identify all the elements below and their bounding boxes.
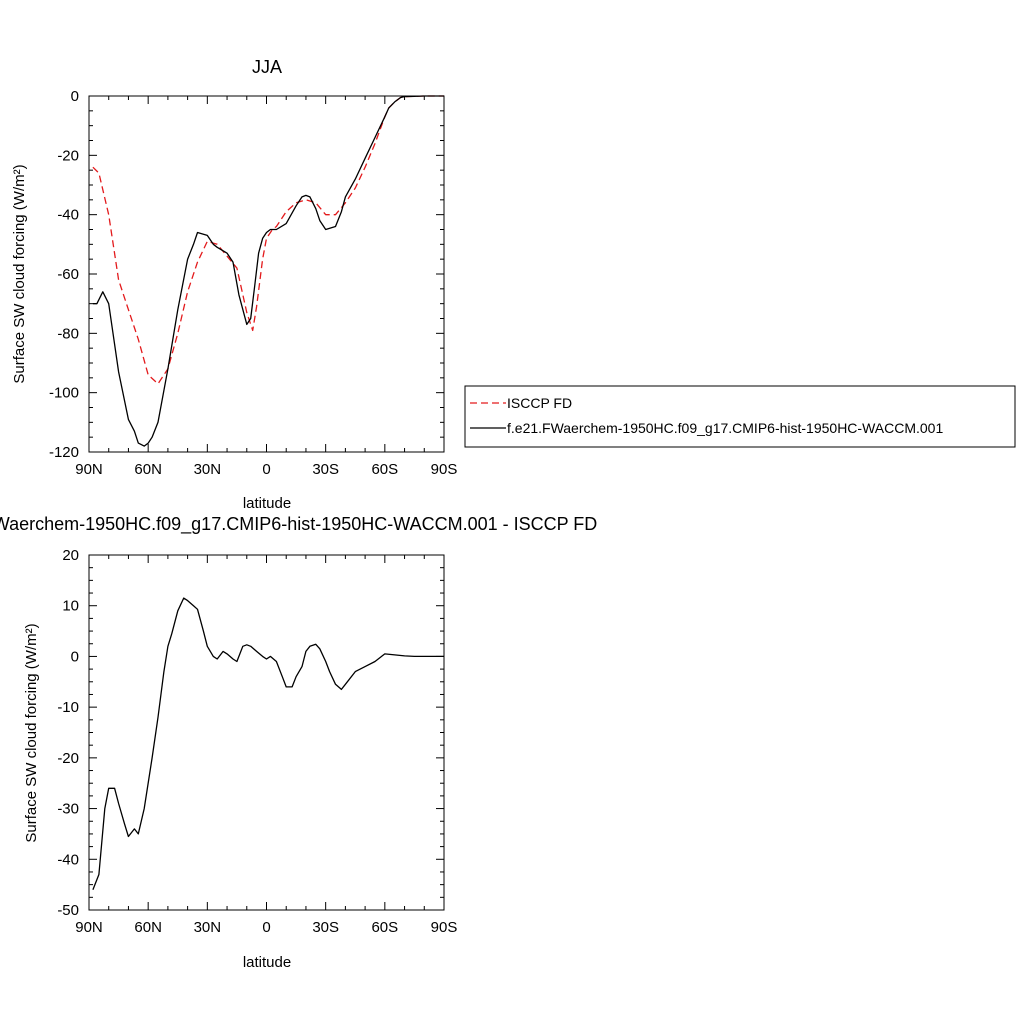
- bottom-chart-panel: f.e21.FWaerchem-1950HC.f09_g17.CMIP6-his…: [0, 514, 597, 971]
- bottom-chart-frame: [88, 554, 445, 911]
- top-chart-x-tick-label: 30S: [312, 461, 339, 478]
- top-chart-series-model-line: [92, 95, 444, 447]
- top-chart-y-tick-label: 0: [71, 88, 79, 105]
- bottom-chart-y-tick-label: -50: [57, 902, 79, 919]
- top-chart-x-tick-label: 30N: [194, 461, 222, 478]
- top-chart-y-axis-title: Surface SW cloud forcing (W/m²): [11, 164, 28, 383]
- bottom-chart-y-tick-label: 0: [71, 648, 79, 665]
- top-chart-y-tick-label: -60: [57, 266, 79, 283]
- bottom-chart-x-tick-label: 30N: [194, 919, 222, 936]
- bottom-chart-y-tick-label: -20: [57, 750, 79, 767]
- bottom-chart-x-tick-label: 0: [262, 919, 270, 936]
- bottom-chart-y-tick-label: -10: [57, 699, 79, 716]
- bottom-chart-y-tick-label: -30: [57, 801, 79, 818]
- top-chart-x-tick-label: 60S: [371, 461, 398, 478]
- top-chart-panel: JJA 90N 60N 30N 0 30S 60S 90S -120 -100 -80 -60 -40…: [11, 57, 457, 512]
- bottom-chart-x-tick-label: 30S: [312, 919, 339, 936]
- top-chart-title: JJA: [252, 57, 282, 77]
- top-chart-series-isccp-fd-line: [92, 95, 444, 385]
- top-chart-x-axis-title: latitude: [243, 495, 291, 512]
- bottom-chart-x-axis-title: latitude: [243, 954, 291, 971]
- top-chart-y-tick-label: -80: [57, 325, 79, 342]
- legend-label-1: f.e21.FWaerchem-1950HC.f09_g17.CMIP6-his…: [507, 420, 943, 436]
- bottom-chart-y-tick-label: 20: [62, 547, 79, 564]
- top-chart-frame: [88, 95, 445, 453]
- legend-label-0: ISCCP FD: [507, 395, 572, 411]
- bottom-chart-y-tick-label: 10: [62, 598, 79, 615]
- bottom-chart-y-axis-title: Surface SW cloud forcing (W/m²): [23, 623, 40, 842]
- bottom-chart-y-tick-label: -40: [57, 851, 79, 868]
- top-chart-y-tick-label: -40: [57, 207, 79, 224]
- top-chart-y-tick-label: -100: [49, 385, 79, 402]
- top-chart-x-tick-label: 90S: [431, 461, 458, 478]
- chart-legend: ISCCP FD f.e21.FWaerchem-1950HC.f09_g17.C…: [464, 385, 1016, 448]
- bottom-chart-series-model-line: [92, 597, 444, 890]
- bottom-chart-x-tick-label: 90N: [75, 919, 103, 936]
- bottom-chart-title: f.e21.FWaerchem-1950HC.f09_g17.CMIP6-his…: [0, 514, 597, 535]
- top-chart-x-tick-label: 90N: [75, 461, 103, 478]
- top-chart-x-tick-label: 60N: [134, 461, 162, 478]
- legend-box: [464, 385, 1016, 448]
- top-chart-x-tick-label: 0: [262, 461, 270, 478]
- top-chart-y-tick-label: -20: [57, 147, 79, 164]
- bottom-chart-x-tick-label: 90S: [431, 919, 458, 936]
- top-chart-y-tick-label: -120: [49, 444, 79, 461]
- bottom-chart-x-tick-label: 60S: [371, 919, 398, 936]
- bottom-chart-x-tick-label: 60N: [134, 919, 162, 936]
